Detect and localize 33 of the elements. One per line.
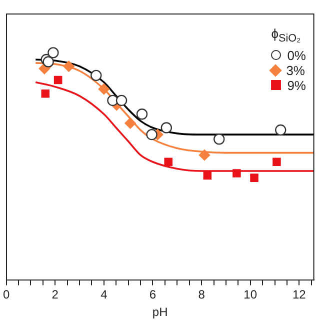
point	[124, 118, 136, 129]
x-tick-label: 4	[100, 288, 108, 302]
point	[42, 56, 54, 68]
legend-label: 9%	[287, 78, 306, 93]
point	[136, 108, 148, 120]
x-tick-label: 0	[2, 288, 10, 302]
x-tick-label: 6	[149, 288, 156, 302]
x-axis-title: pH	[152, 305, 168, 320]
point	[275, 124, 286, 136]
point	[63, 60, 74, 72]
point	[41, 89, 50, 98]
point	[198, 149, 210, 161]
point	[232, 169, 241, 178]
point	[48, 47, 59, 58]
point	[54, 76, 62, 84]
x-tick-label: 12	[292, 288, 306, 302]
x-tick-label: 10	[244, 288, 258, 302]
point	[250, 174, 258, 182]
point	[214, 134, 225, 145]
point	[98, 83, 110, 95]
legend-label: 3%	[286, 62, 305, 78]
point	[164, 158, 172, 166]
legend-title: ϕ$_{SiO₂}$	[271, 26, 302, 47]
point	[146, 128, 158, 140]
legend-label: 0%	[287, 48, 306, 63]
point	[160, 122, 172, 134]
point	[116, 94, 128, 106]
point	[90, 70, 102, 82]
point	[272, 158, 281, 166]
point	[203, 171, 212, 180]
x-tick-label: 2	[52, 288, 59, 302]
point	[107, 94, 118, 106]
x-tick-label: 8	[198, 288, 206, 302]
